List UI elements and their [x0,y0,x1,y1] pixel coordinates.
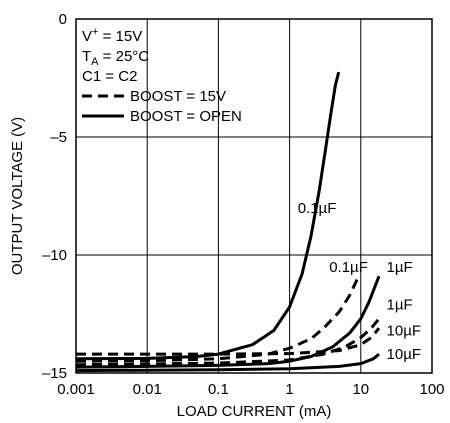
solid-curve-10uF [75,352,380,373]
legend: V+ = 15V TA = 25°CC1 = C2 BOOST = 15V BOOST… [82,26,242,125]
dashed-curve-10uF [76,327,381,356]
x-tick-label: 1 [285,381,293,398]
curve-label: 1µF [387,259,413,276]
curve-annotations: 0.1µF 0.1µF 1µF 1µF 10µF 10µF [298,200,421,363]
curve-label: 0.1µF [329,259,368,276]
tick-labels: 0.001 0.01 0.1 1 10 100 0 –5 –10 –15 [42,11,445,398]
y-tick-label: –5 [50,129,67,146]
data-series [75,71,381,373]
x-tick-label: 10 [352,381,369,398]
x-axis-label: LOAD CURRENT (mA) [177,403,332,420]
legend-label: BOOST = 15V [130,88,226,105]
x-tick-label: 0.1 [208,381,229,398]
condition-label: C1 = C2 [82,68,137,85]
dashed-curve-0.1uF [75,277,359,363]
condition-label: V+ = 15V [82,26,142,45]
y-tick-label: –15 [42,365,67,382]
x-tick-label: 100 [419,381,444,398]
y-tick-label: 0 [59,11,67,28]
x-tick-label: 0.01 [133,381,162,398]
curve-label: 0.1µF [298,200,337,217]
curve-label: 1µF [387,297,413,314]
dashed-curve-1uF [75,317,381,367]
y-tick-label: –10 [42,247,67,264]
legend-label: BOOST = OPEN [130,108,242,125]
condition-label: TA = 25°C [82,48,149,68]
plot-frame [75,18,433,374]
y-axis-label: OUTPUT VOLTAGE (V) [9,117,26,275]
x-tick-label: 0.001 [57,381,95,398]
solid-curve-0.1uF [75,71,341,361]
curve-label: 10µF [387,323,422,340]
curve-label: 10µF [387,346,422,363]
